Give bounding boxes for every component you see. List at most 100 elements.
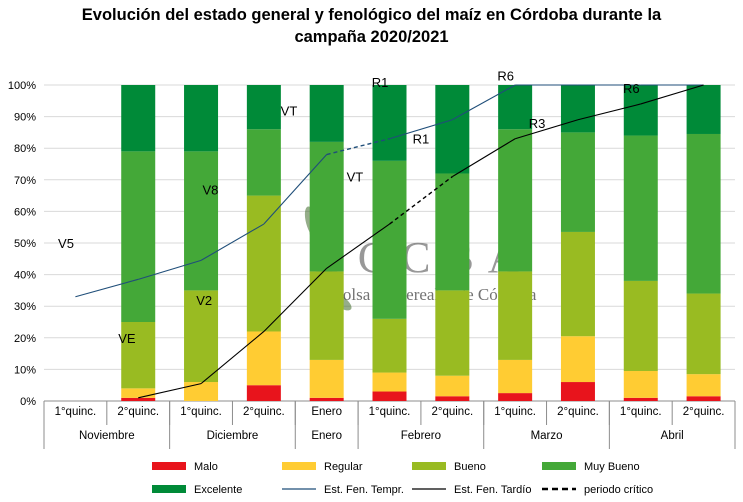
phenology-label: VT: [347, 170, 364, 185]
legend-label: Excelente: [194, 484, 242, 496]
critical-period-segment: [389, 176, 453, 225]
phenology-label: V5: [58, 236, 74, 251]
bar-segment-malo: [560, 382, 595, 401]
bar-segment-malo: [372, 391, 407, 401]
y-tick-label: 40%: [14, 270, 36, 282]
phenology-label: R6: [623, 81, 640, 96]
bar-segment-regular: [686, 374, 721, 397]
x-group-label: Noviembre: [79, 430, 135, 442]
y-tick-label: 70%: [14, 175, 36, 187]
x-tick-label: 1°quinc.: [55, 406, 97, 418]
chart-title-line-1: Evolución del estado general y fenológic…: [81, 6, 662, 24]
bar-segment-bueno: [498, 271, 533, 360]
bar-segment-muy-bueno: [498, 129, 533, 272]
y-tick-label: 80%: [14, 143, 36, 155]
y-tick-label: 0%: [20, 396, 36, 408]
chart-title-line-2: campaña 2020/2021: [294, 28, 449, 46]
bar-segment-excelente: [498, 85, 533, 130]
bar-segment-muy-bueno: [309, 141, 344, 272]
phenology-label: R3: [529, 116, 546, 131]
line-segment-tardio: [452, 138, 516, 178]
bar-segment-regular: [560, 336, 595, 383]
bar-segment-bueno: [184, 290, 219, 383]
bar-segment-excelente: [560, 85, 595, 133]
bar-segment-malo: [309, 397, 344, 401]
y-tick-label: 60%: [14, 206, 36, 218]
legend-swatch: [412, 462, 446, 470]
bar-segment-muy-bueno: [121, 151, 156, 322]
line-segment-tardio: [640, 84, 704, 105]
bar-segment-excelente: [121, 85, 156, 152]
y-tick-label: 50%: [14, 238, 36, 250]
bar-segment-excelente: [372, 85, 407, 161]
line-segment-tardio: [200, 331, 265, 385]
bar-segment-malo: [686, 396, 721, 401]
bar-segment-muy-bueno: [184, 151, 219, 291]
bar-segment-muy-bueno: [372, 160, 407, 319]
x-group-label: Abril: [661, 430, 684, 442]
phenology-label: V8: [203, 182, 219, 197]
bar-segment-regular: [623, 370, 658, 398]
legend-label: Est. Fen. Tardío: [454, 484, 531, 496]
x-tick-label: 2°quinc.: [683, 406, 725, 418]
bar-segment-muy-bueno: [686, 133, 721, 294]
bar-segment-excelente: [623, 85, 658, 136]
bar-segment-excelente: [184, 85, 219, 152]
phenology-label: V2: [196, 293, 212, 308]
legend-label: periodo crítico: [584, 484, 653, 496]
bar-segment-malo: [121, 397, 156, 401]
x-tick-label: 2°quinc.: [557, 406, 599, 418]
bar-segment-regular: [246, 331, 281, 386]
legend-label: Regular: [324, 461, 363, 473]
line-segment-temprano: [452, 84, 516, 121]
line-segment-tardio: [326, 223, 390, 269]
bar-segment-bueno: [560, 231, 595, 337]
line-segment-tardio: [138, 383, 202, 399]
bar-segment-muy-bueno: [246, 129, 281, 196]
y-tick-label: 90%: [14, 112, 36, 124]
bar-segment-malo: [435, 396, 470, 401]
y-tick-label: 10%: [14, 364, 36, 376]
phenology-label: VT: [281, 103, 298, 118]
legend-swatch: [542, 462, 576, 470]
legend-swatch: [282, 462, 316, 470]
bar-segment-malo: [623, 397, 658, 401]
bar-segment-regular: [498, 359, 533, 394]
bar-segment-muy-bueno: [560, 132, 595, 232]
line-segment-tardio: [514, 119, 579, 140]
phenology-label: VE: [118, 331, 136, 346]
bar-segment-excelente: [435, 85, 470, 174]
phenology-label: R1: [413, 132, 430, 147]
legend-label: Bueno: [454, 461, 486, 473]
legend-swatch: [152, 485, 186, 493]
bar-segment-regular: [184, 382, 219, 401]
y-tick-label: 30%: [14, 301, 36, 313]
bar-segment-muy-bueno: [623, 135, 658, 281]
watermark-title: BCCBA: [314, 233, 533, 282]
phenology-label: R6: [497, 69, 514, 84]
bar-segment-malo: [498, 393, 533, 401]
bar-segment-excelente: [246, 85, 281, 130]
x-tick-label: 2°quinc.: [117, 406, 159, 418]
critical-period-segment: [326, 138, 390, 156]
phenology-label: R1: [372, 75, 389, 90]
bar-segment-bueno: [121, 322, 156, 389]
legend-label: Est. Fen. Tempr.: [324, 484, 404, 496]
bar-segment-bueno: [372, 318, 407, 373]
line-segment-temprano: [263, 154, 328, 225]
bar-segment-regular: [372, 372, 407, 392]
bar-segment-malo: [246, 385, 281, 401]
x-group-label: Enero: [311, 430, 342, 442]
x-tick-label: 1°quinc.: [494, 406, 536, 418]
bar-segment-bueno: [686, 293, 721, 375]
x-tick-label: Enero: [311, 406, 342, 418]
line-segment-temprano: [389, 119, 453, 140]
x-group-label: Marzo: [531, 430, 563, 442]
x-tick-label: 2°quinc.: [431, 406, 473, 418]
y-tick-label: 20%: [14, 333, 36, 345]
bar-segment-excelente: [686, 85, 721, 134]
bar-segment-regular: [121, 388, 156, 398]
legend-swatch: [152, 462, 186, 470]
x-tick-label: 1°quinc.: [180, 406, 222, 418]
